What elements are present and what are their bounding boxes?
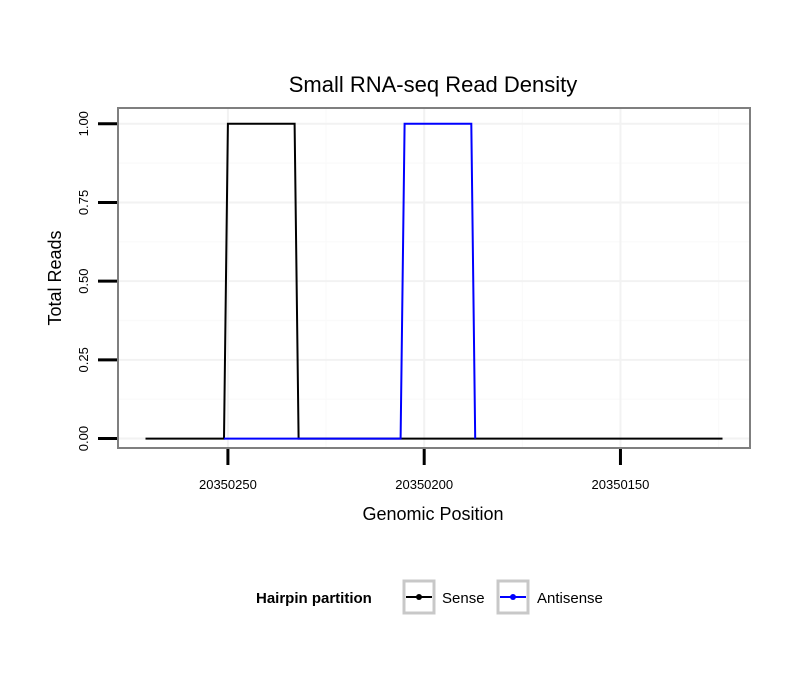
legend: Hairpin partition Sense Antisense (256, 579, 603, 615)
y-tick-label: 0.50 (76, 268, 91, 293)
legend-title: Hairpin partition (256, 590, 372, 607)
x-tick-label: 20350150 (592, 477, 650, 492)
axes: 0.00 0.25 0.50 0.75 1.00 20350250 20350200 2035… (76, 111, 649, 492)
legend-item-sense: Sense (402, 579, 485, 615)
legend-label-antisense: Antisense (537, 590, 603, 607)
y-tick-label: 0.00 (76, 426, 91, 451)
legend-point-sense (416, 594, 422, 600)
legend-label-sense: Sense (442, 590, 485, 607)
legend-item-antisense: Antisense (496, 579, 603, 615)
y-tick-label: 1.00 (76, 111, 91, 136)
y-tick-label: 0.25 (76, 347, 91, 372)
plot-panel-border (117, 107, 751, 449)
y-axis-title: Total Reads (45, 230, 65, 325)
series-line-antisense (224, 122, 477, 440)
x-tick-label: 20350200 (395, 477, 453, 492)
y-tick-label: 0.75 (76, 190, 91, 215)
x-tick-label: 20350250 (199, 477, 257, 492)
series-layer (145, 122, 723, 440)
x-axis-title: Genomic Position (362, 504, 503, 524)
chart-title: Small RNA-seq Read Density (289, 72, 578, 97)
legend-point-antisense (510, 594, 516, 600)
